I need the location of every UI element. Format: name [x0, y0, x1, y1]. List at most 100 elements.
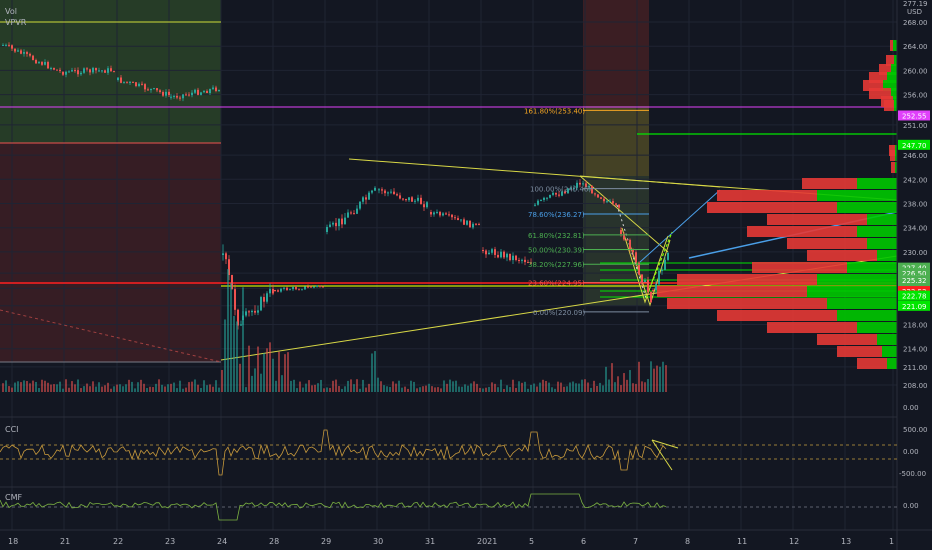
candle-body [248, 311, 250, 313]
volume-bar [248, 345, 250, 392]
price-badge [898, 268, 930, 279]
time-tick-label: 23 [165, 537, 175, 546]
volume-bar [113, 386, 115, 392]
candle-body [527, 262, 529, 264]
volume-bar [56, 384, 58, 392]
vpvr-sell-bar [767, 322, 857, 333]
volume-bar [476, 383, 478, 392]
vpvr-buy-bar [895, 162, 897, 173]
wedge-line [579, 175, 721, 188]
price-tick-label: 211.00 [903, 364, 928, 372]
candle-body [576, 182, 578, 188]
volume-bar [194, 379, 196, 392]
candle-body [71, 70, 73, 72]
volume-bar [428, 383, 430, 392]
candle-body [417, 197, 419, 201]
candle-body [353, 213, 355, 215]
long-position-profit-zone[interactable] [0, 0, 221, 143]
volume-bar [164, 386, 166, 392]
volume-bar [272, 358, 274, 392]
volume-bar [524, 381, 526, 392]
volume-bar [233, 315, 235, 392]
candle-body [494, 249, 496, 255]
candle-body [629, 239, 631, 250]
candle-body [460, 219, 462, 221]
price-tick-label: 230.00 [903, 249, 928, 257]
vpvr-buy-bar [867, 214, 897, 225]
volume-bar [20, 382, 22, 392]
price-axis[interactable]: 277.19 USD 268.00 264.00 260.00 256.00 251.0… [903, 0, 928, 390]
short-position-profit-zone[interactable] [583, 106, 649, 176]
volume-bar [482, 388, 484, 392]
volume-bar [329, 387, 331, 392]
price-tick-label: 234.00 [903, 225, 928, 233]
vpvr-sell-bar [890, 40, 893, 51]
blue-projection-line [639, 189, 721, 263]
volume-bar [302, 387, 304, 392]
candle-body [341, 218, 343, 225]
volume-bar [311, 385, 313, 392]
time-tick-label: 21 [60, 537, 70, 546]
time-tick-label: 30 [373, 537, 383, 546]
fibonacci-retracement[interactable]: 161.80%(253.40) 100.00%(240.46) 78.60%(236… [524, 107, 649, 317]
volume-bar [245, 387, 247, 392]
candle-body [200, 92, 202, 95]
candle-body [588, 185, 590, 188]
candle-body [62, 72, 64, 75]
vpvr-buy-bar [847, 262, 897, 273]
candle-body [168, 91, 170, 95]
volume-bar [431, 386, 433, 392]
time-axis[interactable]: 18 21 22 23 24 28 29 30 31 2021 5 6 7 8 11 12 13 1 [8, 537, 894, 546]
volume-bar [128, 379, 130, 392]
volume-bar [146, 387, 148, 392]
long-position-loss-zone[interactable] [0, 143, 221, 362]
volume-bar [251, 375, 253, 392]
candle-body [454, 217, 456, 219]
fib-level-label: 61.80%(232.81) [528, 232, 585, 240]
volume-bar [416, 388, 418, 392]
price-tick-label: 268.00 [903, 19, 928, 27]
green-recovery-path [645, 231, 673, 299]
candle-body [237, 309, 239, 326]
price-tick-label: 260.00 [903, 67, 928, 75]
time-tick-label: 31 [425, 537, 435, 546]
cmf-line [0, 493, 667, 521]
candle-body [86, 68, 88, 70]
candle-body [218, 89, 220, 92]
volume-bar [173, 382, 175, 392]
candle-body [269, 288, 271, 294]
volume-bar [29, 383, 31, 392]
candle-body [609, 201, 611, 203]
candle-body [430, 212, 432, 215]
pattern-lines [629, 239, 671, 307]
volume-bar [521, 382, 523, 392]
volume-bar [167, 384, 169, 392]
volume-bar [104, 385, 106, 392]
volume-bar [602, 385, 604, 392]
volume-bar [563, 386, 565, 392]
candle-body [632, 249, 634, 253]
time-tick-label: 12 [789, 537, 799, 546]
candle-body [378, 189, 380, 191]
short-position-lower-zone[interactable] [583, 176, 649, 306]
volume-bar [77, 379, 79, 392]
candle-body [445, 213, 447, 215]
candle-body [286, 287, 288, 290]
candle-body [203, 90, 205, 93]
volume-bar [308, 380, 310, 392]
candle-body [197, 89, 199, 95]
candle-body [402, 198, 404, 200]
candle-body [396, 194, 398, 196]
candle-body [313, 286, 315, 288]
candle-body [165, 91, 167, 96]
price-badge [898, 262, 930, 273]
short-position-loss-zone[interactable] [583, 0, 649, 106]
volume-bar [365, 387, 367, 392]
volume-bar [548, 382, 550, 392]
candle-body [561, 191, 563, 196]
candle-body [591, 185, 593, 194]
candle-body [603, 198, 605, 202]
candle-body [442, 213, 444, 216]
time-tick-label: 7 [633, 537, 638, 546]
